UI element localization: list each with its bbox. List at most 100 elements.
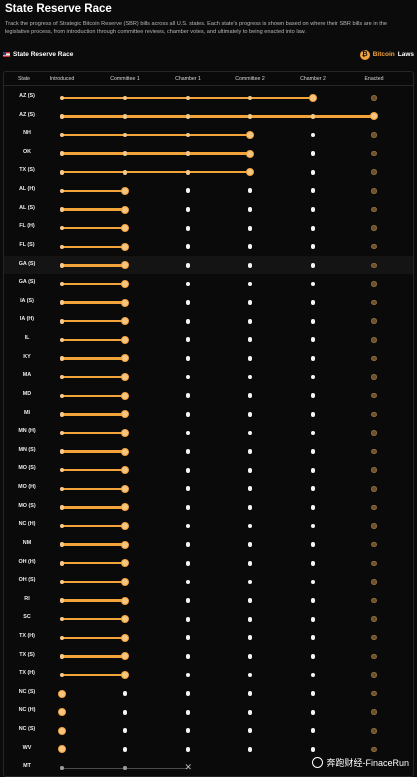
- state-label: NC (H): [18, 707, 36, 714]
- state-label: GA (S): [18, 279, 36, 286]
- stage-dot-passed: [185, 151, 191, 156]
- state-label: MN (H): [18, 428, 36, 435]
- stage-dot-pending: [185, 616, 191, 622]
- column-header-committee-1: Committee 1: [110, 76, 140, 82]
- stage-dot-passed: [247, 114, 253, 119]
- stage-dot-pending: [185, 262, 191, 268]
- stage-dot-current: [121, 522, 129, 531]
- stage-dot-pending: [247, 337, 253, 343]
- table-row[interactable]: IL: [4, 330, 413, 349]
- table-row[interactable]: MA: [4, 367, 413, 386]
- stage-dot-current: [309, 93, 317, 102]
- stage-dot-pending: [310, 616, 316, 622]
- table-row[interactable]: TX (S): [4, 162, 413, 181]
- stage-dot-passed: [59, 337, 65, 343]
- table-row[interactable]: KY: [4, 349, 413, 368]
- stage-dot-pending: [185, 709, 191, 715]
- progress-line: [62, 245, 125, 248]
- table-row[interactable]: MO (S): [4, 498, 413, 517]
- stage-dot-pending: [310, 188, 316, 194]
- table-row[interactable]: RI: [4, 591, 413, 610]
- stage-dot-passed: [59, 188, 65, 194]
- table-row[interactable]: FL (H): [4, 218, 413, 237]
- table-row[interactable]: NC (S): [4, 721, 413, 740]
- stage-dot-passed: [122, 170, 128, 175]
- stage-dot-pending: [185, 374, 191, 380]
- stage-dot-passed: [59, 430, 65, 436]
- column-header-state: State: [17, 76, 31, 82]
- table-row[interactable]: TX (H): [4, 628, 413, 647]
- table-row[interactable]: MI: [4, 405, 413, 424]
- table-row[interactable]: GA (S): [4, 274, 413, 293]
- stage-dot-passed: [247, 95, 253, 101]
- stage-dot-passed: [59, 561, 65, 566]
- stage-dot-enacted: [371, 337, 377, 343]
- stage-dot-pending: [310, 672, 316, 678]
- table-row[interactable]: MO (H): [4, 479, 413, 498]
- stage-dot-pending: [247, 430, 253, 436]
- state-label: KY: [23, 353, 31, 360]
- table-row[interactable]: GA (S): [4, 255, 413, 275]
- table-row[interactable]: SC: [4, 609, 413, 628]
- section-header: State Reserve Race ₿ Bitcoin Laws: [3, 46, 414, 63]
- table-row[interactable]: IA (S): [4, 293, 413, 312]
- stage-dot-enacted: [371, 225, 377, 231]
- stage-dot-passed: [59, 393, 65, 398]
- table-row[interactable]: AL (S): [4, 200, 413, 219]
- table-row[interactable]: NC (H): [4, 702, 413, 721]
- table-row[interactable]: TX (H): [4, 665, 413, 684]
- stage-dot-passed: [59, 542, 65, 547]
- table-row[interactable]: MT ✕: [4, 758, 413, 776]
- stage-dot-pending: [185, 653, 191, 659]
- progress-line: [62, 562, 125, 565]
- table-row[interactable]: NH: [4, 125, 413, 144]
- stage-dot-pending: [310, 691, 316, 697]
- table-row[interactable]: OK: [4, 144, 413, 163]
- brand-name-laws: Laws: [397, 51, 414, 58]
- brand-link[interactable]: ₿ Bitcoin Laws: [359, 49, 414, 60]
- table-row[interactable]: AZ (S): [4, 88, 413, 107]
- table-row[interactable]: NC (H): [4, 516, 413, 535]
- table-row[interactable]: AL (H): [4, 181, 413, 200]
- stage-dot-current: [58, 708, 66, 717]
- table-row[interactable]: NM: [4, 535, 413, 554]
- stage-dot-enacted: [371, 728, 377, 734]
- stage-dot-pending: [247, 244, 253, 250]
- stage-dot-pending: [185, 635, 191, 641]
- column-header-chamber-2: Chamber 2: [300, 76, 326, 82]
- state-label: GA (S): [18, 260, 36, 267]
- stage-dot-pending: [310, 169, 316, 175]
- table-row[interactable]: FL (S): [4, 237, 413, 256]
- table-row[interactable]: IA (H): [4, 311, 413, 330]
- table-row[interactable]: NC (S): [4, 684, 413, 703]
- stage-dot-pending: [185, 598, 191, 603]
- table-row[interactable]: MD: [4, 386, 413, 405]
- page-title: State Reserve Race: [5, 3, 112, 15]
- stage-dot-current: [121, 317, 129, 326]
- stage-dot-pending: [247, 616, 253, 622]
- progress-line: [62, 226, 125, 230]
- stage-dot-pending: [185, 691, 191, 697]
- stage-dot-passed: [59, 672, 65, 678]
- table-row[interactable]: MN (S): [4, 442, 413, 461]
- stage-dot-pending: [247, 505, 253, 510]
- progress-line: [62, 338, 125, 342]
- table-row[interactable]: MO (S): [4, 460, 413, 479]
- table-row[interactable]: MN (H): [4, 423, 413, 442]
- stage-dot-pending: [185, 393, 191, 399]
- stage-dot-enacted: [371, 634, 377, 641]
- stage-dot-current: [121, 559, 129, 568]
- state-label: TX (H): [19, 670, 35, 677]
- stage-dot-pending: [185, 505, 191, 510]
- stage-dot-enacted: [371, 448, 377, 455]
- table-row[interactable]: AZ (S): [4, 107, 413, 126]
- table-row[interactable]: TX (S): [4, 647, 413, 666]
- table-row[interactable]: OH (S): [4, 572, 413, 591]
- stage-dot-passed: [59, 95, 65, 101]
- progress-line: [62, 599, 125, 602]
- state-label: OH (S): [18, 577, 36, 584]
- stage-dot-pending: [310, 262, 316, 268]
- table-row[interactable]: WV: [4, 740, 413, 759]
- state-label: SC: [23, 614, 31, 621]
- table-row[interactable]: OH (H): [4, 554, 413, 573]
